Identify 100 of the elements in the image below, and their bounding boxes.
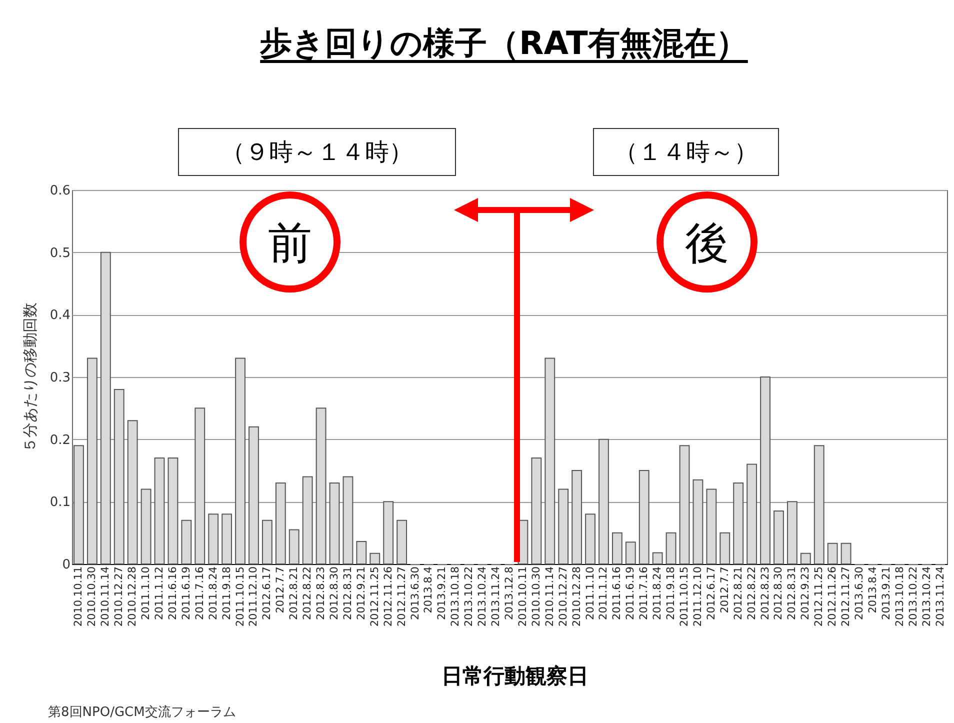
x-axis-title: 日常行動観察日	[440, 663, 590, 690]
x-tick-label: 2012.7.7	[274, 566, 287, 614]
x-tick-label: 2010.10.11	[72, 566, 85, 627]
x-tick-label: 2012.7.7	[718, 566, 731, 614]
bar	[356, 541, 367, 564]
x-tick-label: 2010.12.27	[113, 566, 126, 627]
x-tick-label: 2010.11.14	[100, 566, 112, 627]
x-tick-label: 2011.10.15	[678, 566, 690, 627]
bar	[774, 510, 784, 564]
x-tick-label: 2012.6.17	[705, 566, 718, 620]
bar	[638, 470, 650, 564]
x-tick-label: 2011.6.19	[180, 566, 192, 620]
x-tick-label: 2011.6.16	[611, 566, 624, 620]
x-tick-label: 2012.11.27	[840, 566, 852, 627]
bar	[760, 376, 770, 564]
bar	[666, 532, 676, 564]
bar	[625, 542, 636, 564]
bar	[181, 520, 192, 564]
bar	[544, 358, 556, 564]
annotation: 後	[685, 218, 729, 269]
x-tick-label: 2013.8.4	[422, 566, 435, 614]
bar	[74, 445, 84, 564]
bar	[194, 408, 206, 564]
bar	[235, 358, 246, 564]
bar	[127, 420, 138, 564]
x-tick-label: 2012.8.30	[328, 566, 340, 620]
x-tick-label: 2012.8.23	[759, 566, 772, 620]
y-tick-label: 0.6	[50, 184, 70, 198]
x-tick-label: 2010.12.27	[557, 566, 570, 627]
bar	[383, 501, 394, 564]
bar	[733, 482, 744, 564]
bar	[558, 488, 569, 564]
bar	[814, 445, 824, 564]
y-tick-label: 0	[62, 558, 70, 572]
x-tick-label: 2012.11.27	[396, 566, 408, 627]
bar	[288, 529, 300, 564]
x-tick-label: 2010.11.14	[544, 566, 556, 627]
bar	[114, 388, 124, 564]
bar	[86, 358, 98, 564]
text: 第8回NPO/GCM交流フォーラム	[48, 704, 236, 721]
x-tick-label: 2013.6.30	[409, 566, 422, 620]
bar	[840, 542, 852, 564]
x-tick-label: 2010.12.28	[570, 566, 583, 627]
x-tick-label: 2011.9.18	[220, 566, 233, 620]
x-tick-label: 2011.6.19	[624, 566, 637, 620]
x-tick-label: 2010.10.30	[86, 566, 98, 627]
bar	[154, 458, 165, 564]
text: （１４時～）	[593, 128, 779, 176]
y-tick-label: 0.5	[50, 246, 70, 261]
x-tick-label: 2011.1.12	[154, 566, 166, 620]
x-tick-label: 2012.6.17	[261, 566, 274, 620]
x-tick-label: 2013.10.18	[894, 566, 906, 627]
x-tick-label: 2012.11.26	[382, 566, 394, 627]
x-tick-label: 2011.1.10	[584, 566, 596, 620]
x-tick-label: 2012.8.22	[746, 566, 758, 620]
y-tick-label: 0.2	[50, 432, 70, 448]
x-tick-label: 2013.10.24	[476, 566, 489, 627]
y-axis-title: ５分あたりの移動回数	[20, 302, 39, 452]
x-tick-label: 2012.8.21	[732, 566, 744, 620]
bar	[598, 438, 609, 564]
x-tick-label: 2011.1.12	[598, 566, 610, 620]
x-tick-label: 2013.9.21	[880, 566, 892, 620]
bar	[720, 532, 730, 564]
y-tick-label: 0.3	[50, 370, 70, 386]
x-tick-label: 2013.9.21	[436, 566, 448, 620]
bar	[706, 488, 717, 564]
y-tick-label: 0.4	[50, 308, 70, 324]
bar	[140, 488, 152, 564]
x-tick-label: 2010.10.30	[530, 566, 542, 627]
x-tick-label: 2012.9.21	[355, 566, 368, 620]
x-tick-label: 2013.6.30	[854, 566, 866, 620]
x-tick-label: 2012.8.22	[302, 566, 314, 620]
bar	[302, 476, 313, 564]
bar	[275, 482, 286, 564]
x-tick-label: 2012.11.25	[368, 566, 381, 627]
bar	[100, 252, 111, 564]
bar	[746, 464, 758, 564]
x-tick-label: 2011.9.18	[665, 566, 678, 620]
x-tick-label: 2013.10.18	[450, 566, 462, 627]
x-tick-label: 2010.10.11	[516, 566, 529, 627]
bar	[370, 552, 380, 564]
x-tick-label: 2011.1.10	[140, 566, 152, 620]
bar	[612, 532, 622, 564]
x-tick-label: 2011.6.16	[166, 566, 179, 620]
x-tick-label: 2012.8.31	[786, 566, 798, 620]
bar	[800, 552, 811, 564]
chart-title: 歩き回りの様子（RAT有無混在）	[259, 23, 749, 64]
x-tick-label: 2011.8.24	[207, 566, 220, 620]
bar	[572, 470, 582, 564]
bar	[531, 458, 542, 564]
x-tick-label: 2013.10.22	[907, 566, 920, 627]
x-tick-label: 2013.8.4	[866, 566, 879, 614]
bar	[208, 514, 219, 564]
text: （９時～１４時）	[178, 128, 456, 176]
x-tick-label: 2011.7.16	[638, 566, 650, 620]
x-tick-label: 2012.8.21	[288, 566, 300, 620]
x-tick-label: 2012.11.25	[813, 566, 826, 627]
x-tick-label: 2011.7.16	[194, 566, 206, 620]
bar	[396, 520, 408, 564]
x-tick-label: 2012.11.26	[826, 566, 839, 627]
